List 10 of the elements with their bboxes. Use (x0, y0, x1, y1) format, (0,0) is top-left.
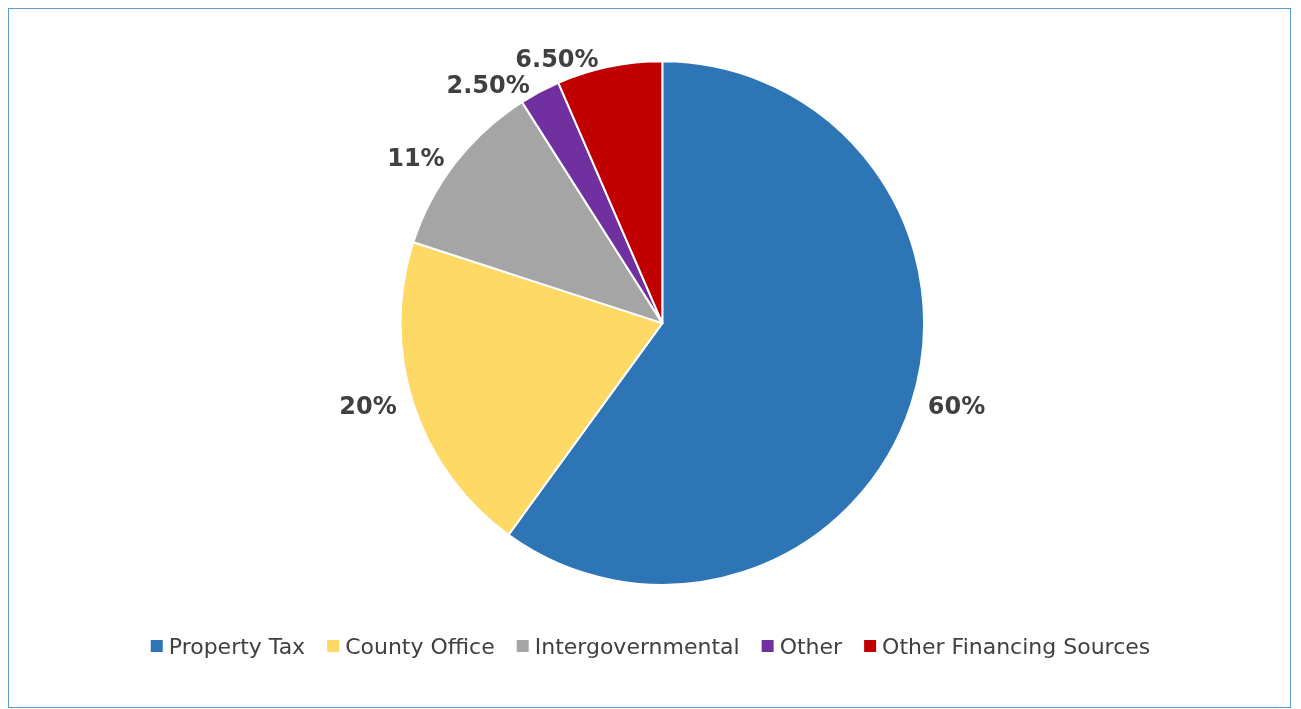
legend-label: County Office (345, 633, 495, 659)
legend-label: Other (779, 633, 844, 659)
legend-label: Property Tax (168, 633, 306, 659)
legend-label: Intergovernmental (534, 633, 740, 659)
data-label: 20% (339, 392, 397, 421)
legend-label: Other Financing Sources (882, 633, 1151, 659)
data-label: 11% (387, 143, 445, 172)
data-label: 6.50% (515, 44, 599, 73)
data-label: 2.50% (446, 70, 530, 99)
data-label: 60% (927, 392, 986, 421)
